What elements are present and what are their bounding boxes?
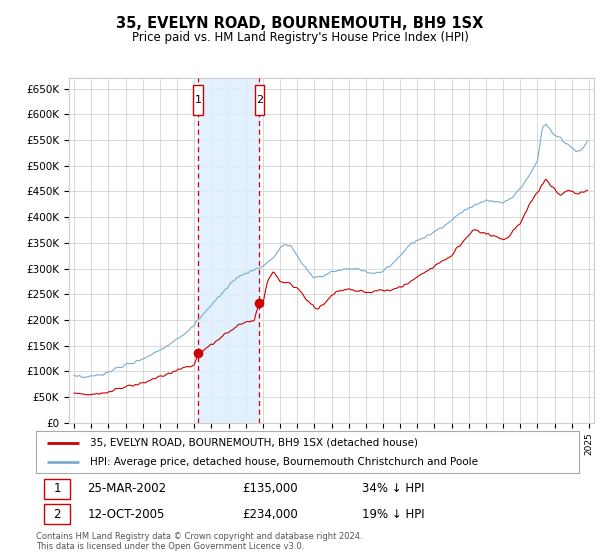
Text: £234,000: £234,000 — [242, 508, 298, 521]
FancyBboxPatch shape — [193, 85, 203, 115]
Text: Contains HM Land Registry data © Crown copyright and database right 2024.
This d: Contains HM Land Registry data © Crown c… — [36, 532, 362, 552]
Text: 1: 1 — [194, 95, 202, 105]
Text: 2: 2 — [256, 95, 263, 105]
FancyBboxPatch shape — [254, 85, 264, 115]
Text: 12-OCT-2005: 12-OCT-2005 — [88, 508, 165, 521]
Bar — [198, 78, 259, 423]
Text: 25-MAR-2002: 25-MAR-2002 — [88, 482, 167, 495]
FancyBboxPatch shape — [44, 479, 70, 499]
Text: HPI: Average price, detached house, Bournemouth Christchurch and Poole: HPI: Average price, detached house, Bour… — [91, 457, 478, 467]
Text: 35, EVELYN ROAD, BOURNEMOUTH, BH9 1SX: 35, EVELYN ROAD, BOURNEMOUTH, BH9 1SX — [116, 16, 484, 31]
Text: 1: 1 — [53, 482, 61, 495]
Text: 19% ↓ HPI: 19% ↓ HPI — [362, 508, 424, 521]
Text: 35, EVELYN ROAD, BOURNEMOUTH, BH9 1SX (detached house): 35, EVELYN ROAD, BOURNEMOUTH, BH9 1SX (d… — [91, 437, 418, 447]
Text: 34% ↓ HPI: 34% ↓ HPI — [362, 482, 424, 495]
FancyBboxPatch shape — [44, 504, 70, 524]
Text: 2: 2 — [53, 508, 61, 521]
Text: Price paid vs. HM Land Registry's House Price Index (HPI): Price paid vs. HM Land Registry's House … — [131, 31, 469, 44]
Text: £135,000: £135,000 — [242, 482, 298, 495]
